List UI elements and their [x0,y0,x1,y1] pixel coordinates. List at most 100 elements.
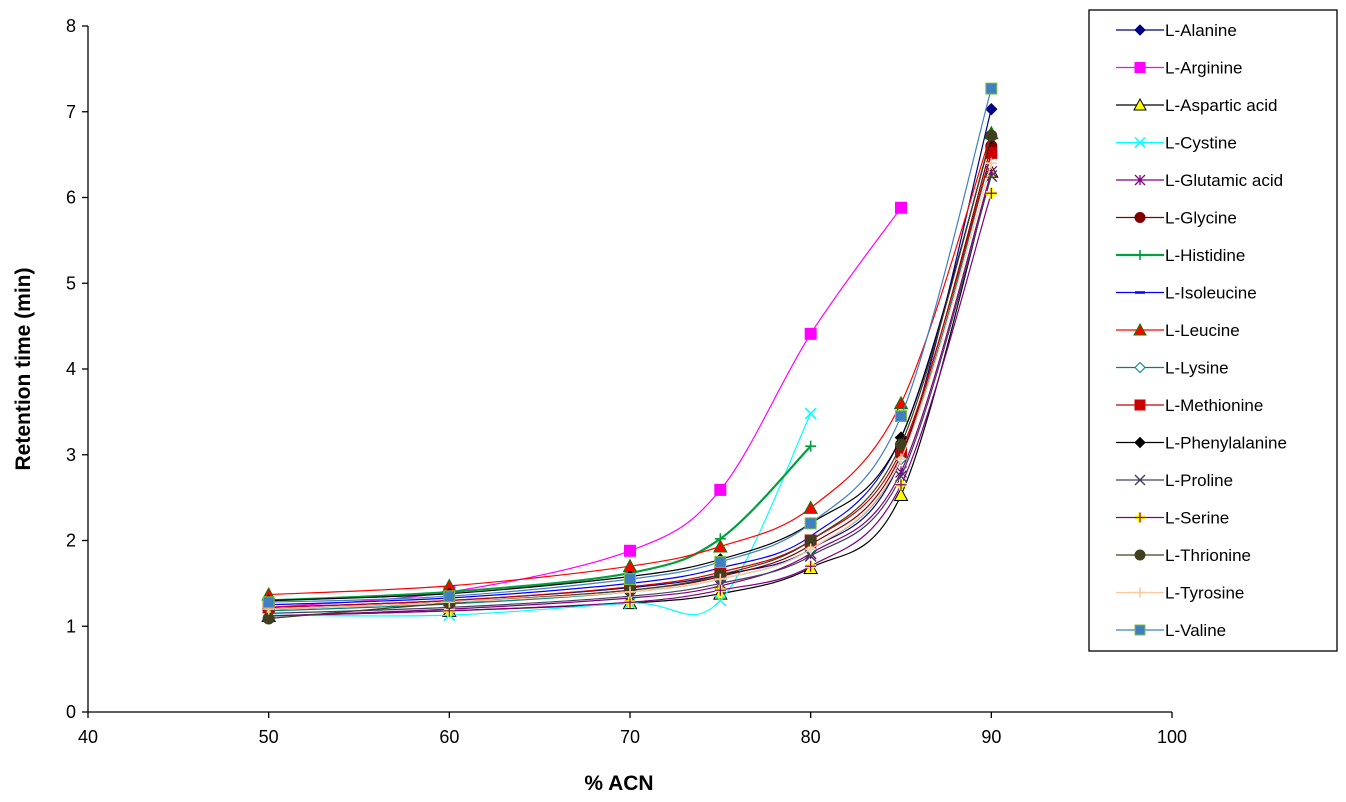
legend-item: L-Isoleucine [1116,284,1257,303]
data-point [1134,212,1146,223]
legend-label: L-Lysine [1165,359,1229,378]
legend-item: L-Methionine [1116,396,1263,415]
y-tick-label: 1 [66,616,76,636]
data-point [985,187,997,199]
y-tick-label: 4 [66,359,76,379]
data-point [895,479,907,491]
x-tick-label: 50 [259,727,279,747]
legend-label: L-Isoleucine [1165,284,1257,303]
legend-label: L-Histidine [1165,246,1245,265]
legend-label: L-Glycine [1165,209,1237,228]
x-tick-label: 40 [78,727,98,747]
y-axis-title: Retention time (min) [12,268,35,471]
data-point [714,594,727,607]
data-point [1134,361,1146,374]
legend-label: L-Leucine [1165,321,1240,340]
series-l-serine [263,187,997,622]
data-point [624,596,636,608]
x-tick-label: 90 [981,727,1001,747]
data-point [1134,549,1146,561]
data-point [985,157,997,169]
legend-item: L-Histidine [1116,246,1245,265]
legend-item: L-Leucine [1116,321,1240,340]
x-tick-label: 70 [620,727,640,747]
legend-label: L-Glutamic acid [1165,171,1283,190]
y-tick-label: 5 [66,273,76,293]
x-axis-title: % ACN [584,772,653,795]
data-point [985,82,998,95]
legend-item: L-Thrionine [1116,546,1251,565]
series-layer [261,82,999,625]
legend-item: L-Phenylalanine [1116,434,1287,453]
data-point [894,470,908,483]
y-tick-label: 3 [66,445,76,465]
series-line [268,445,812,602]
data-point [1134,474,1146,486]
series-line [268,207,902,608]
data-point [714,483,727,496]
data-point [805,560,817,572]
data-point [1134,436,1146,449]
legend-label: L-Phenylalanine [1165,434,1287,453]
legend-item: L-Proline [1116,471,1233,490]
data-point [624,544,636,557]
legend-item: L-Valine [1116,621,1226,640]
legend-label: L-Valine [1165,621,1226,640]
legend-label: L-Thrionine [1165,546,1251,565]
data-point [714,555,727,568]
data-point [895,201,907,214]
legend-item: L-Glutamic acid [1116,171,1283,190]
data-point [985,170,998,183]
x-tick-label: 80 [801,727,821,747]
data-point [804,327,817,340]
legend-label: L-Aspartic acid [1165,96,1277,115]
data-point [1134,136,1146,149]
data-point [893,487,909,502]
data-point [624,573,636,586]
data-point [985,129,998,142]
data-point [1134,624,1146,636]
y-tick-label: 8 [66,16,76,36]
data-point [1134,62,1146,73]
legend-label: L-Cystine [1165,134,1237,153]
y-ticks: 0 1 2 3 4 5 6 7 8 [66,16,88,722]
y-tick-label: 7 [66,102,76,122]
y-tick-label: 6 [66,188,76,208]
legend-item: L-Alanine [1116,21,1237,40]
data-point [804,407,817,420]
legend-item: L-Glycine [1116,209,1237,228]
data-point [443,590,456,603]
legend-item: L-Aspartic acid [1116,96,1277,115]
data-point [803,500,819,514]
legend-label: L-Serine [1165,509,1229,528]
y-tick-label: 2 [66,531,76,551]
data-point [1135,512,1145,523]
data-point [1134,174,1146,186]
legend-label: L-Arginine [1165,59,1243,78]
legend-item: L-Serine [1116,509,1229,528]
data-point [805,440,817,452]
legend-label: L-Alanine [1165,21,1237,40]
data-point [624,586,636,598]
legend-item: L-Lysine [1116,359,1229,378]
data-point [1135,587,1145,598]
data-point [1133,322,1147,336]
legend-label: L-Methionine [1165,396,1263,415]
data-point [804,549,817,562]
axes: 40 50 60 70 80 90 100 0 1 2 3 4 5 6 7 8 [66,16,1187,747]
x-tick-label: 100 [1157,727,1187,747]
data-point [714,584,726,596]
data-point [712,538,728,553]
data-point [895,453,907,465]
data-point [895,438,907,451]
series-l-valine [262,82,998,609]
legend-items: L-Alanine L-Arginine L-Aspartic acid L-Cyst… [1116,21,1287,640]
legend: L-Alanine L-Arginine L-Aspartic acid L-Cyst… [1088,9,1338,652]
legend-label: L-Proline [1165,471,1233,490]
data-point [714,573,726,585]
data-point [805,543,817,555]
x-tick-label: 60 [439,727,459,747]
data-point [1135,250,1145,260]
data-point [895,410,907,423]
x-ticks: 40 50 60 70 80 90 100 [78,712,1187,747]
